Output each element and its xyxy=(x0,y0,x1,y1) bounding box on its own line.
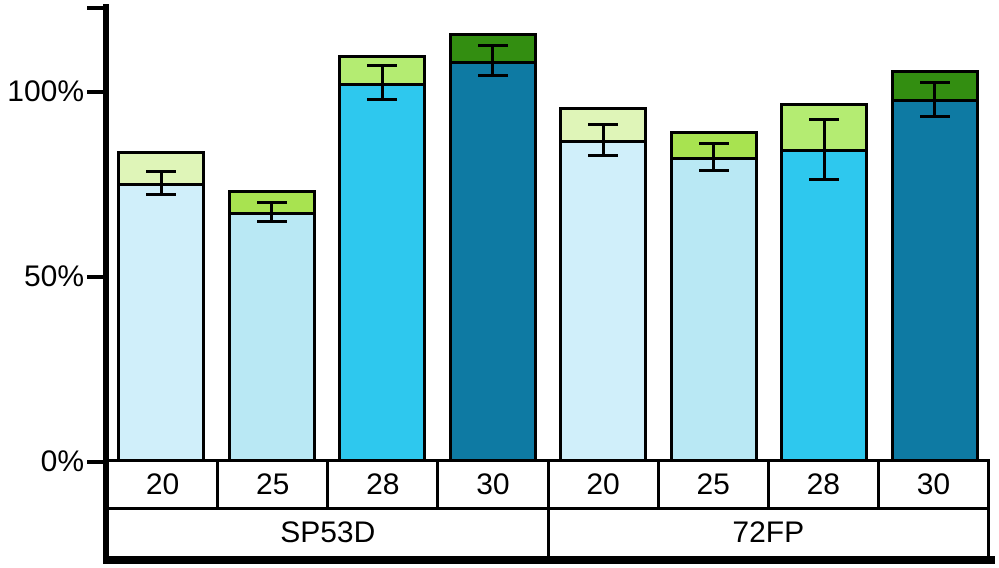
error-bar-cap-top-72FP-25 xyxy=(698,141,729,145)
temp-label-72fp-20: 20 xyxy=(546,459,660,510)
bar-segment-base-SP53D-28 xyxy=(338,82,427,462)
y-tick-100 xyxy=(87,90,104,94)
temp-label-72fp-28: 28 xyxy=(766,459,880,510)
error-bar-whisker-SP53D-20 xyxy=(159,169,163,196)
error-bar-cap-top-SP53D-28 xyxy=(367,64,398,68)
error-bar-cap-bottom-72FP-28 xyxy=(809,177,840,181)
bar-segment-base-SP53D-20 xyxy=(117,182,206,462)
temperature-label-row: 20 25 28 30 20 25 28 30 xyxy=(106,459,990,510)
temp-label-sp53d-30: 30 xyxy=(436,459,550,510)
error-bar-cap-bottom-72FP-30 xyxy=(919,114,950,118)
error-bar-whisker-72FP-20 xyxy=(601,123,605,157)
error-bar-cap-bottom-SP53D-25 xyxy=(256,220,287,224)
error-bar-whisker-72FP-25 xyxy=(712,141,716,172)
temp-label-72fp-30: 30 xyxy=(876,459,990,510)
error-bar-cap-bottom-SP53D-20 xyxy=(146,192,177,196)
bar-segment-base-72FP-25 xyxy=(669,156,758,462)
error-bar-cap-bottom-72FP-20 xyxy=(588,153,619,157)
error-bar-cap-top-SP53D-25 xyxy=(256,201,287,205)
error-bar-whisker-72FP-30 xyxy=(933,80,937,118)
error-bar-cap-bottom-SP53D-30 xyxy=(477,74,508,78)
temp-label-sp53d-20: 20 xyxy=(106,459,220,510)
y-tick-label-100: 100% xyxy=(7,75,84,108)
bottom-axis-line xyxy=(103,556,995,564)
y-tick-0 xyxy=(87,460,104,464)
temp-label-sp53d-28: 28 xyxy=(326,459,440,510)
bar-segment-base-72FP-30 xyxy=(890,99,979,462)
y-axis-top-tick xyxy=(87,6,104,10)
strain-label-row: SP53D 72FP xyxy=(106,507,990,559)
error-bar-whisker-SP53D-25 xyxy=(270,201,274,224)
error-bar-cap-bottom-SP53D-28 xyxy=(367,98,398,102)
y-tick-label-50: 50% xyxy=(23,260,84,293)
error-bar-whisker-72FP-28 xyxy=(822,117,826,181)
y-axis-line xyxy=(103,4,109,564)
error-bar-whisker-SP53D-30 xyxy=(491,43,495,78)
group-label-72fp: 72FP xyxy=(546,507,990,559)
bar-segment-base-SP53D-30 xyxy=(448,60,537,462)
error-bar-whisker-SP53D-28 xyxy=(380,64,384,102)
error-bar-cap-top-72FP-30 xyxy=(919,80,950,84)
error-bar-cap-bottom-72FP-25 xyxy=(698,168,729,172)
temp-label-sp53d-25: 25 xyxy=(216,459,330,510)
group-label-sp53d: SP53D xyxy=(106,507,550,559)
bar-segment-base-SP53D-25 xyxy=(227,212,316,462)
error-bar-cap-top-72FP-20 xyxy=(588,123,619,127)
error-bar-cap-top-SP53D-20 xyxy=(146,169,177,173)
y-tick-label-0: 0% xyxy=(40,445,84,478)
error-bar-cap-top-SP53D-30 xyxy=(477,43,508,47)
bar-segment-base-72FP-20 xyxy=(559,140,648,462)
error-bar-cap-top-72FP-28 xyxy=(809,117,840,121)
y-tick-50 xyxy=(87,275,104,279)
bar-segment-base-72FP-28 xyxy=(780,149,869,462)
temp-label-72fp-25: 25 xyxy=(656,459,770,510)
